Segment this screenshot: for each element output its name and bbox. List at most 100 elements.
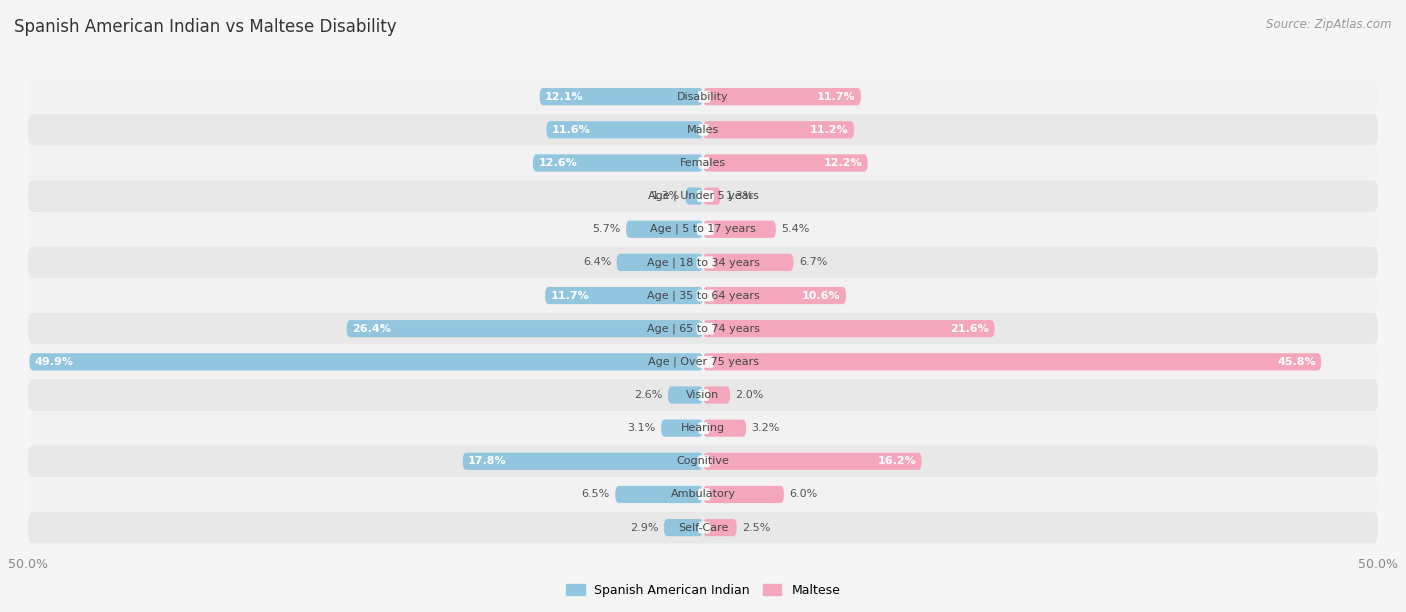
FancyBboxPatch shape: [699, 422, 710, 434]
FancyBboxPatch shape: [697, 488, 710, 501]
Text: 26.4%: 26.4%: [352, 324, 391, 334]
FancyBboxPatch shape: [661, 419, 703, 437]
FancyBboxPatch shape: [699, 157, 710, 169]
FancyBboxPatch shape: [664, 519, 703, 536]
FancyBboxPatch shape: [626, 220, 703, 238]
FancyBboxPatch shape: [703, 187, 720, 204]
Text: 11.6%: 11.6%: [551, 125, 591, 135]
FancyBboxPatch shape: [696, 190, 714, 202]
FancyBboxPatch shape: [696, 256, 714, 268]
FancyBboxPatch shape: [703, 353, 1322, 370]
FancyBboxPatch shape: [28, 247, 1378, 278]
FancyBboxPatch shape: [28, 180, 1378, 212]
FancyBboxPatch shape: [703, 254, 793, 271]
FancyBboxPatch shape: [28, 147, 1378, 179]
FancyBboxPatch shape: [28, 379, 1378, 411]
Text: 11.2%: 11.2%: [810, 125, 849, 135]
Text: Cognitive: Cognitive: [676, 457, 730, 466]
FancyBboxPatch shape: [617, 254, 703, 271]
FancyBboxPatch shape: [697, 521, 710, 534]
Text: Self-Care: Self-Care: [678, 523, 728, 532]
Text: Ambulatory: Ambulatory: [671, 490, 735, 499]
Text: Age | 65 to 74 years: Age | 65 to 74 years: [647, 324, 759, 334]
FancyBboxPatch shape: [703, 386, 730, 404]
Text: Age | Under 5 years: Age | Under 5 years: [648, 191, 758, 201]
Text: Age | 18 to 34 years: Age | 18 to 34 years: [647, 257, 759, 267]
FancyBboxPatch shape: [28, 446, 1378, 477]
FancyBboxPatch shape: [703, 419, 747, 437]
Text: 12.1%: 12.1%: [546, 92, 583, 102]
Text: Disability: Disability: [678, 92, 728, 102]
Text: 6.5%: 6.5%: [582, 490, 610, 499]
FancyBboxPatch shape: [696, 356, 714, 368]
Text: 17.8%: 17.8%: [468, 457, 506, 466]
Text: 45.8%: 45.8%: [1277, 357, 1316, 367]
FancyBboxPatch shape: [28, 512, 1378, 543]
Text: 1.3%: 1.3%: [725, 191, 754, 201]
FancyBboxPatch shape: [703, 320, 994, 337]
Text: 21.6%: 21.6%: [950, 324, 990, 334]
Text: Age | Over 75 years: Age | Over 75 years: [648, 357, 758, 367]
FancyBboxPatch shape: [703, 519, 737, 536]
Text: Females: Females: [681, 158, 725, 168]
FancyBboxPatch shape: [703, 287, 846, 304]
Text: Males: Males: [688, 125, 718, 135]
FancyBboxPatch shape: [703, 88, 860, 105]
Text: 10.6%: 10.6%: [801, 291, 841, 300]
Text: 6.4%: 6.4%: [583, 258, 612, 267]
Text: 6.0%: 6.0%: [789, 490, 818, 499]
FancyBboxPatch shape: [697, 91, 710, 103]
FancyBboxPatch shape: [703, 220, 776, 238]
Text: Spanish American Indian vs Maltese Disability: Spanish American Indian vs Maltese Disab…: [14, 18, 396, 36]
FancyBboxPatch shape: [668, 386, 703, 404]
FancyBboxPatch shape: [28, 479, 1378, 510]
FancyBboxPatch shape: [703, 121, 855, 138]
Text: 3.1%: 3.1%: [627, 423, 655, 433]
FancyBboxPatch shape: [699, 389, 709, 401]
Text: 3.2%: 3.2%: [752, 423, 780, 433]
Text: 2.6%: 2.6%: [634, 390, 662, 400]
Text: Age | 5 to 17 years: Age | 5 to 17 years: [650, 224, 756, 234]
Text: Age | 35 to 64 years: Age | 35 to 64 years: [647, 290, 759, 300]
Text: 2.9%: 2.9%: [630, 523, 658, 532]
Text: Source: ZipAtlas.com: Source: ZipAtlas.com: [1267, 18, 1392, 31]
FancyBboxPatch shape: [547, 121, 703, 138]
FancyBboxPatch shape: [696, 289, 714, 302]
FancyBboxPatch shape: [28, 313, 1378, 345]
Text: Hearing: Hearing: [681, 423, 725, 433]
FancyBboxPatch shape: [28, 81, 1378, 113]
Text: 1.3%: 1.3%: [652, 191, 681, 201]
FancyBboxPatch shape: [28, 114, 1378, 146]
FancyBboxPatch shape: [28, 412, 1378, 444]
Text: 16.2%: 16.2%: [877, 457, 917, 466]
Text: 11.7%: 11.7%: [817, 92, 855, 102]
Legend: Spanish American Indian, Maltese: Spanish American Indian, Maltese: [561, 579, 845, 602]
Text: 12.6%: 12.6%: [538, 158, 576, 168]
FancyBboxPatch shape: [540, 88, 703, 105]
Text: Vision: Vision: [686, 390, 720, 400]
FancyBboxPatch shape: [463, 453, 703, 470]
FancyBboxPatch shape: [696, 323, 714, 335]
Text: 11.7%: 11.7%: [551, 291, 589, 300]
FancyBboxPatch shape: [28, 214, 1378, 245]
FancyBboxPatch shape: [28, 280, 1378, 312]
FancyBboxPatch shape: [30, 353, 703, 370]
FancyBboxPatch shape: [347, 320, 703, 337]
FancyBboxPatch shape: [703, 486, 785, 503]
FancyBboxPatch shape: [697, 455, 710, 468]
Text: 6.7%: 6.7%: [799, 258, 827, 267]
FancyBboxPatch shape: [28, 346, 1378, 378]
FancyBboxPatch shape: [686, 187, 703, 204]
Text: 49.9%: 49.9%: [35, 357, 75, 367]
Text: 12.2%: 12.2%: [824, 158, 862, 168]
FancyBboxPatch shape: [533, 154, 703, 171]
FancyBboxPatch shape: [616, 486, 703, 503]
Text: 5.4%: 5.4%: [782, 224, 810, 234]
FancyBboxPatch shape: [546, 287, 703, 304]
Text: 2.0%: 2.0%: [735, 390, 763, 400]
FancyBboxPatch shape: [703, 154, 868, 171]
FancyBboxPatch shape: [696, 223, 714, 235]
Text: 5.7%: 5.7%: [592, 224, 620, 234]
FancyBboxPatch shape: [703, 453, 922, 470]
Text: 2.5%: 2.5%: [742, 523, 770, 532]
